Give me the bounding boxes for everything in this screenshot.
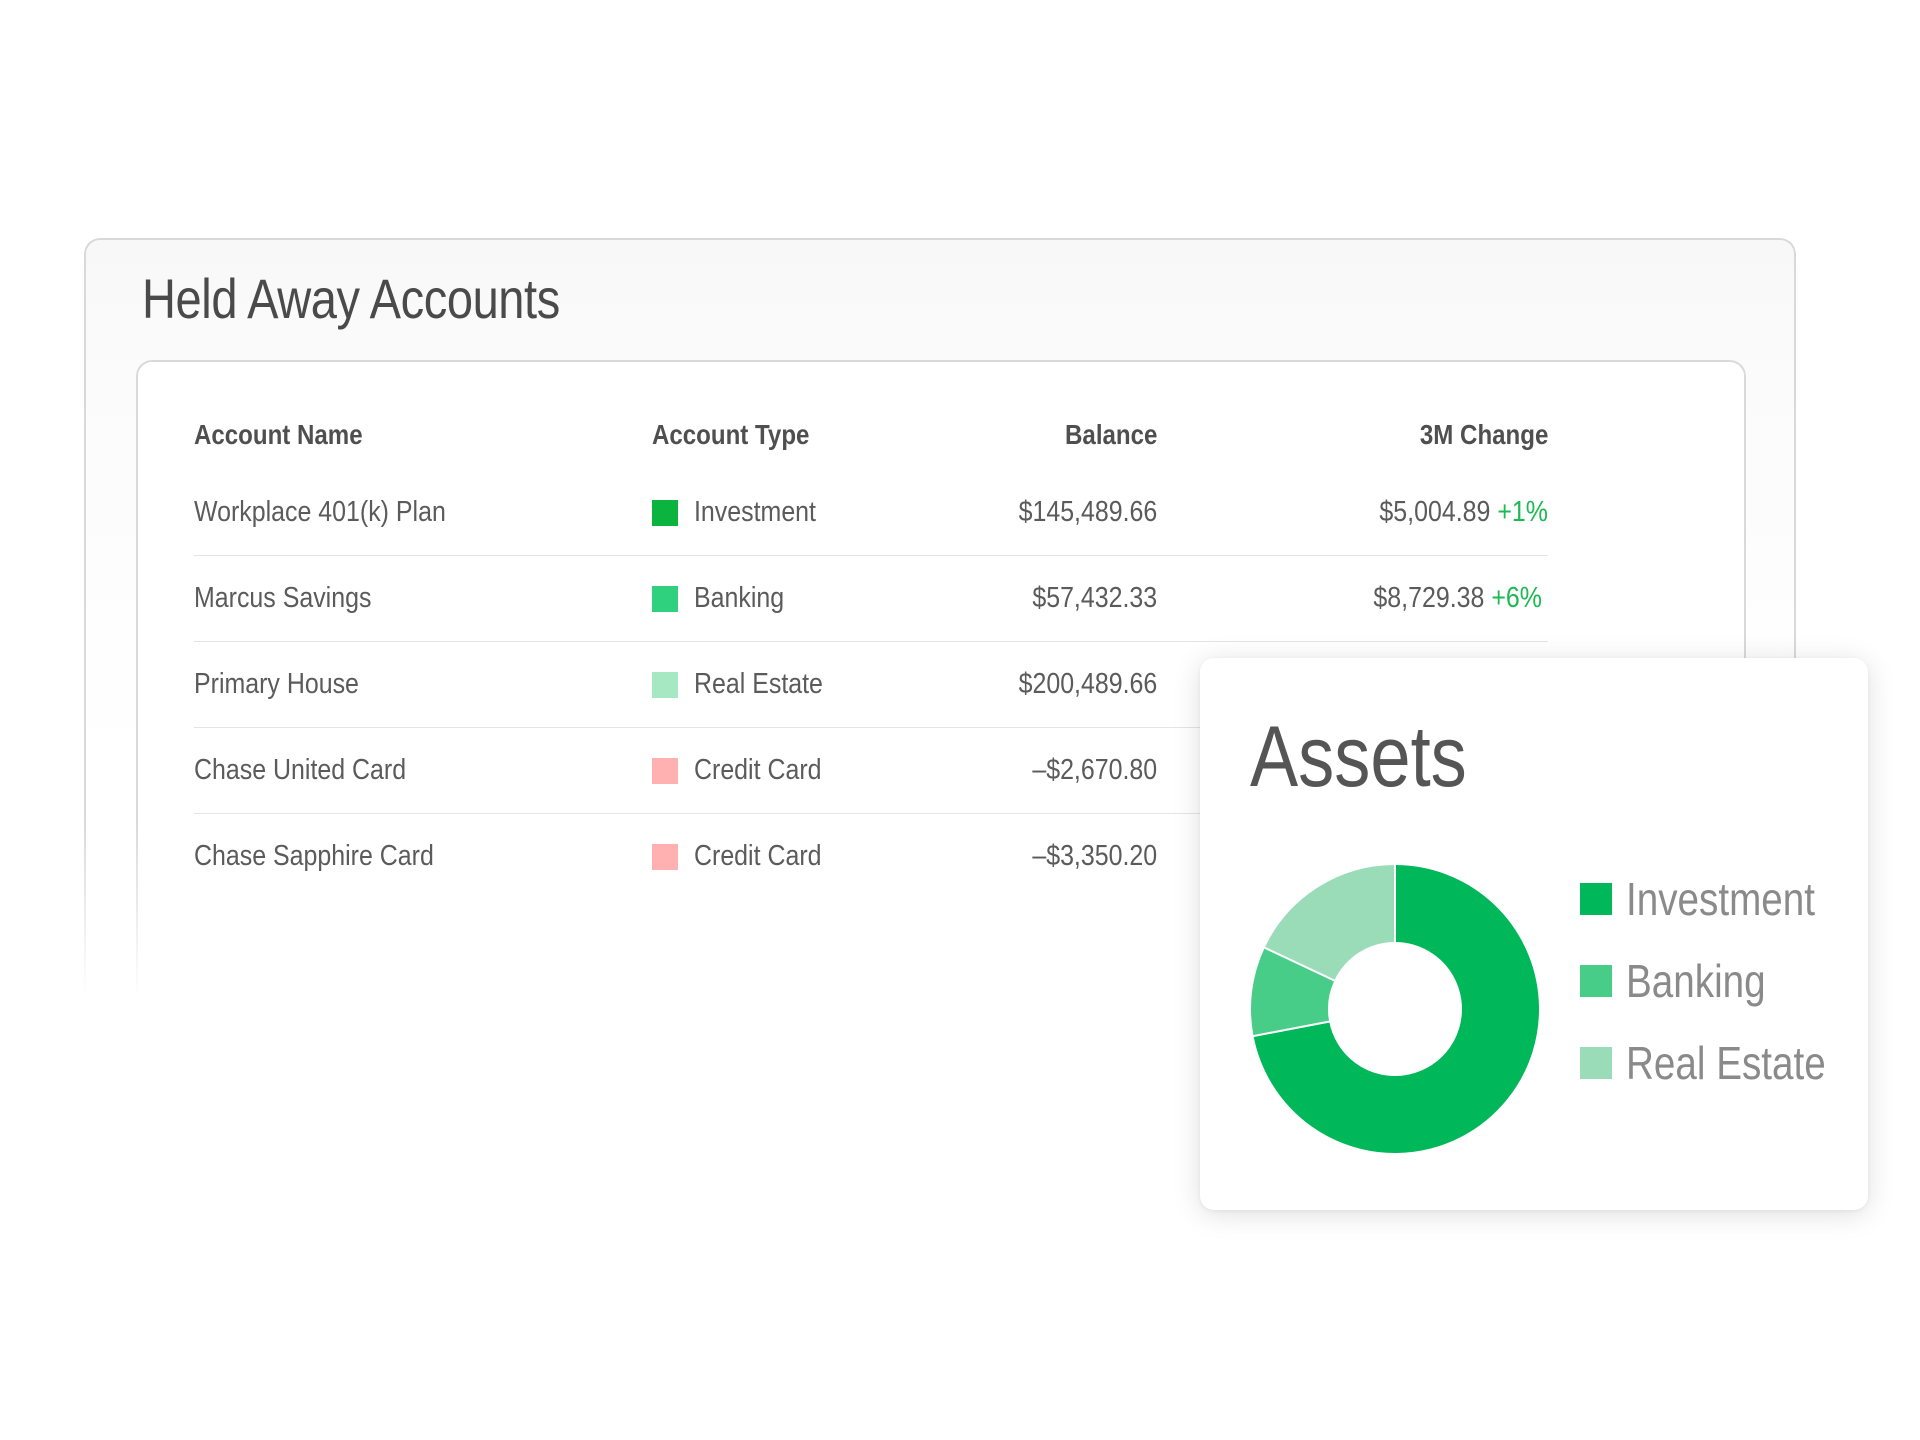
legend-item-real-estate[interactable]: Real Estate [1580, 1022, 1864, 1104]
account-name-cell: Chase United Card [194, 754, 407, 786]
change-amount: $8,729.38 [1373, 582, 1485, 614]
change-percent: +6% [1491, 582, 1542, 614]
account-type-swatch [652, 585, 678, 612]
assets-card: Assets Investment Banking Real Estate [1200, 658, 1868, 1210]
donut-slice-investment[interactable] [1251, 864, 1540, 1154]
balance-cell: –$2,670.80 [1032, 754, 1157, 786]
table-header-row: Account Name Account Type Balance 3M Cha… [194, 400, 1548, 470]
balance-cell: $200,489.66 [1018, 668, 1157, 700]
table-row[interactable]: Primary House Real Estate $200,489.66 [194, 642, 1548, 728]
assets-legend: Investment Banking Real Estate [1580, 858, 1864, 1104]
account-name-cell: Primary House [194, 668, 359, 700]
change-percent: +1% [1497, 496, 1548, 528]
assets-title: Assets [1250, 709, 1467, 805]
legend-label: Real Estate [1626, 1037, 1826, 1089]
change-cell: $8,729.38 +6% [1346, 556, 1542, 641]
donut-slice-real-estate[interactable] [1262, 864, 1396, 983]
assets-donut-chart [1250, 864, 1540, 1154]
accounts-table: Account Name Account Type Balance 3M Cha… [194, 400, 1548, 899]
account-type-swatch [652, 757, 678, 784]
account-type-swatch [652, 499, 678, 526]
table-row[interactable]: Marcus Savings Banking $57,432.33 $8,729… [194, 556, 1548, 642]
column-header-balance[interactable]: Balance [1064, 419, 1157, 450]
legend-label: Banking [1626, 955, 1766, 1007]
account-type-cell: Investment [652, 470, 836, 555]
account-type-cell: Real Estate [652, 642, 844, 727]
balance-cell: $145,489.66 [1018, 496, 1157, 528]
table-row[interactable]: Workplace 401(k) Plan Investment $145,48… [194, 470, 1548, 556]
change-cell: $5,004.89 +1% [1352, 470, 1548, 555]
legend-swatch [1580, 965, 1612, 997]
account-type-cell: Credit Card [652, 728, 842, 813]
balance-cell: –$3,350.20 [1032, 840, 1157, 872]
table-row[interactable]: Chase Sapphire Card Credit Card –$3,350.… [194, 814, 1548, 899]
account-name-cell: Marcus Savings [194, 582, 372, 614]
change-amount: $5,004.89 [1379, 496, 1491, 528]
column-header-account-type[interactable]: Account Type [652, 419, 810, 450]
account-type-swatch [652, 671, 678, 698]
account-name-cell: Workplace 401(k) Plan [194, 496, 446, 528]
account-type-cell: Banking [652, 556, 799, 641]
column-header-3m-change[interactable]: 3M Change [1419, 419, 1548, 450]
account-type-swatch [652, 843, 678, 870]
held-away-accounts-title: Held Away Accounts [142, 267, 560, 330]
legend-swatch [1580, 1047, 1612, 1079]
column-header-account-name[interactable]: Account Name [194, 419, 363, 450]
account-type-cell: Credit Card [652, 814, 842, 899]
legend-swatch [1580, 883, 1612, 915]
table-row[interactable]: Chase United Card Credit Card –$2,670.80 [194, 728, 1548, 814]
legend-label: Investment [1626, 873, 1815, 925]
legend-item-banking[interactable]: Banking [1580, 940, 1864, 1022]
legend-item-investment[interactable]: Investment [1580, 858, 1864, 940]
account-name-cell: Chase Sapphire Card [194, 840, 434, 872]
balance-cell: $57,432.33 [1032, 582, 1157, 614]
